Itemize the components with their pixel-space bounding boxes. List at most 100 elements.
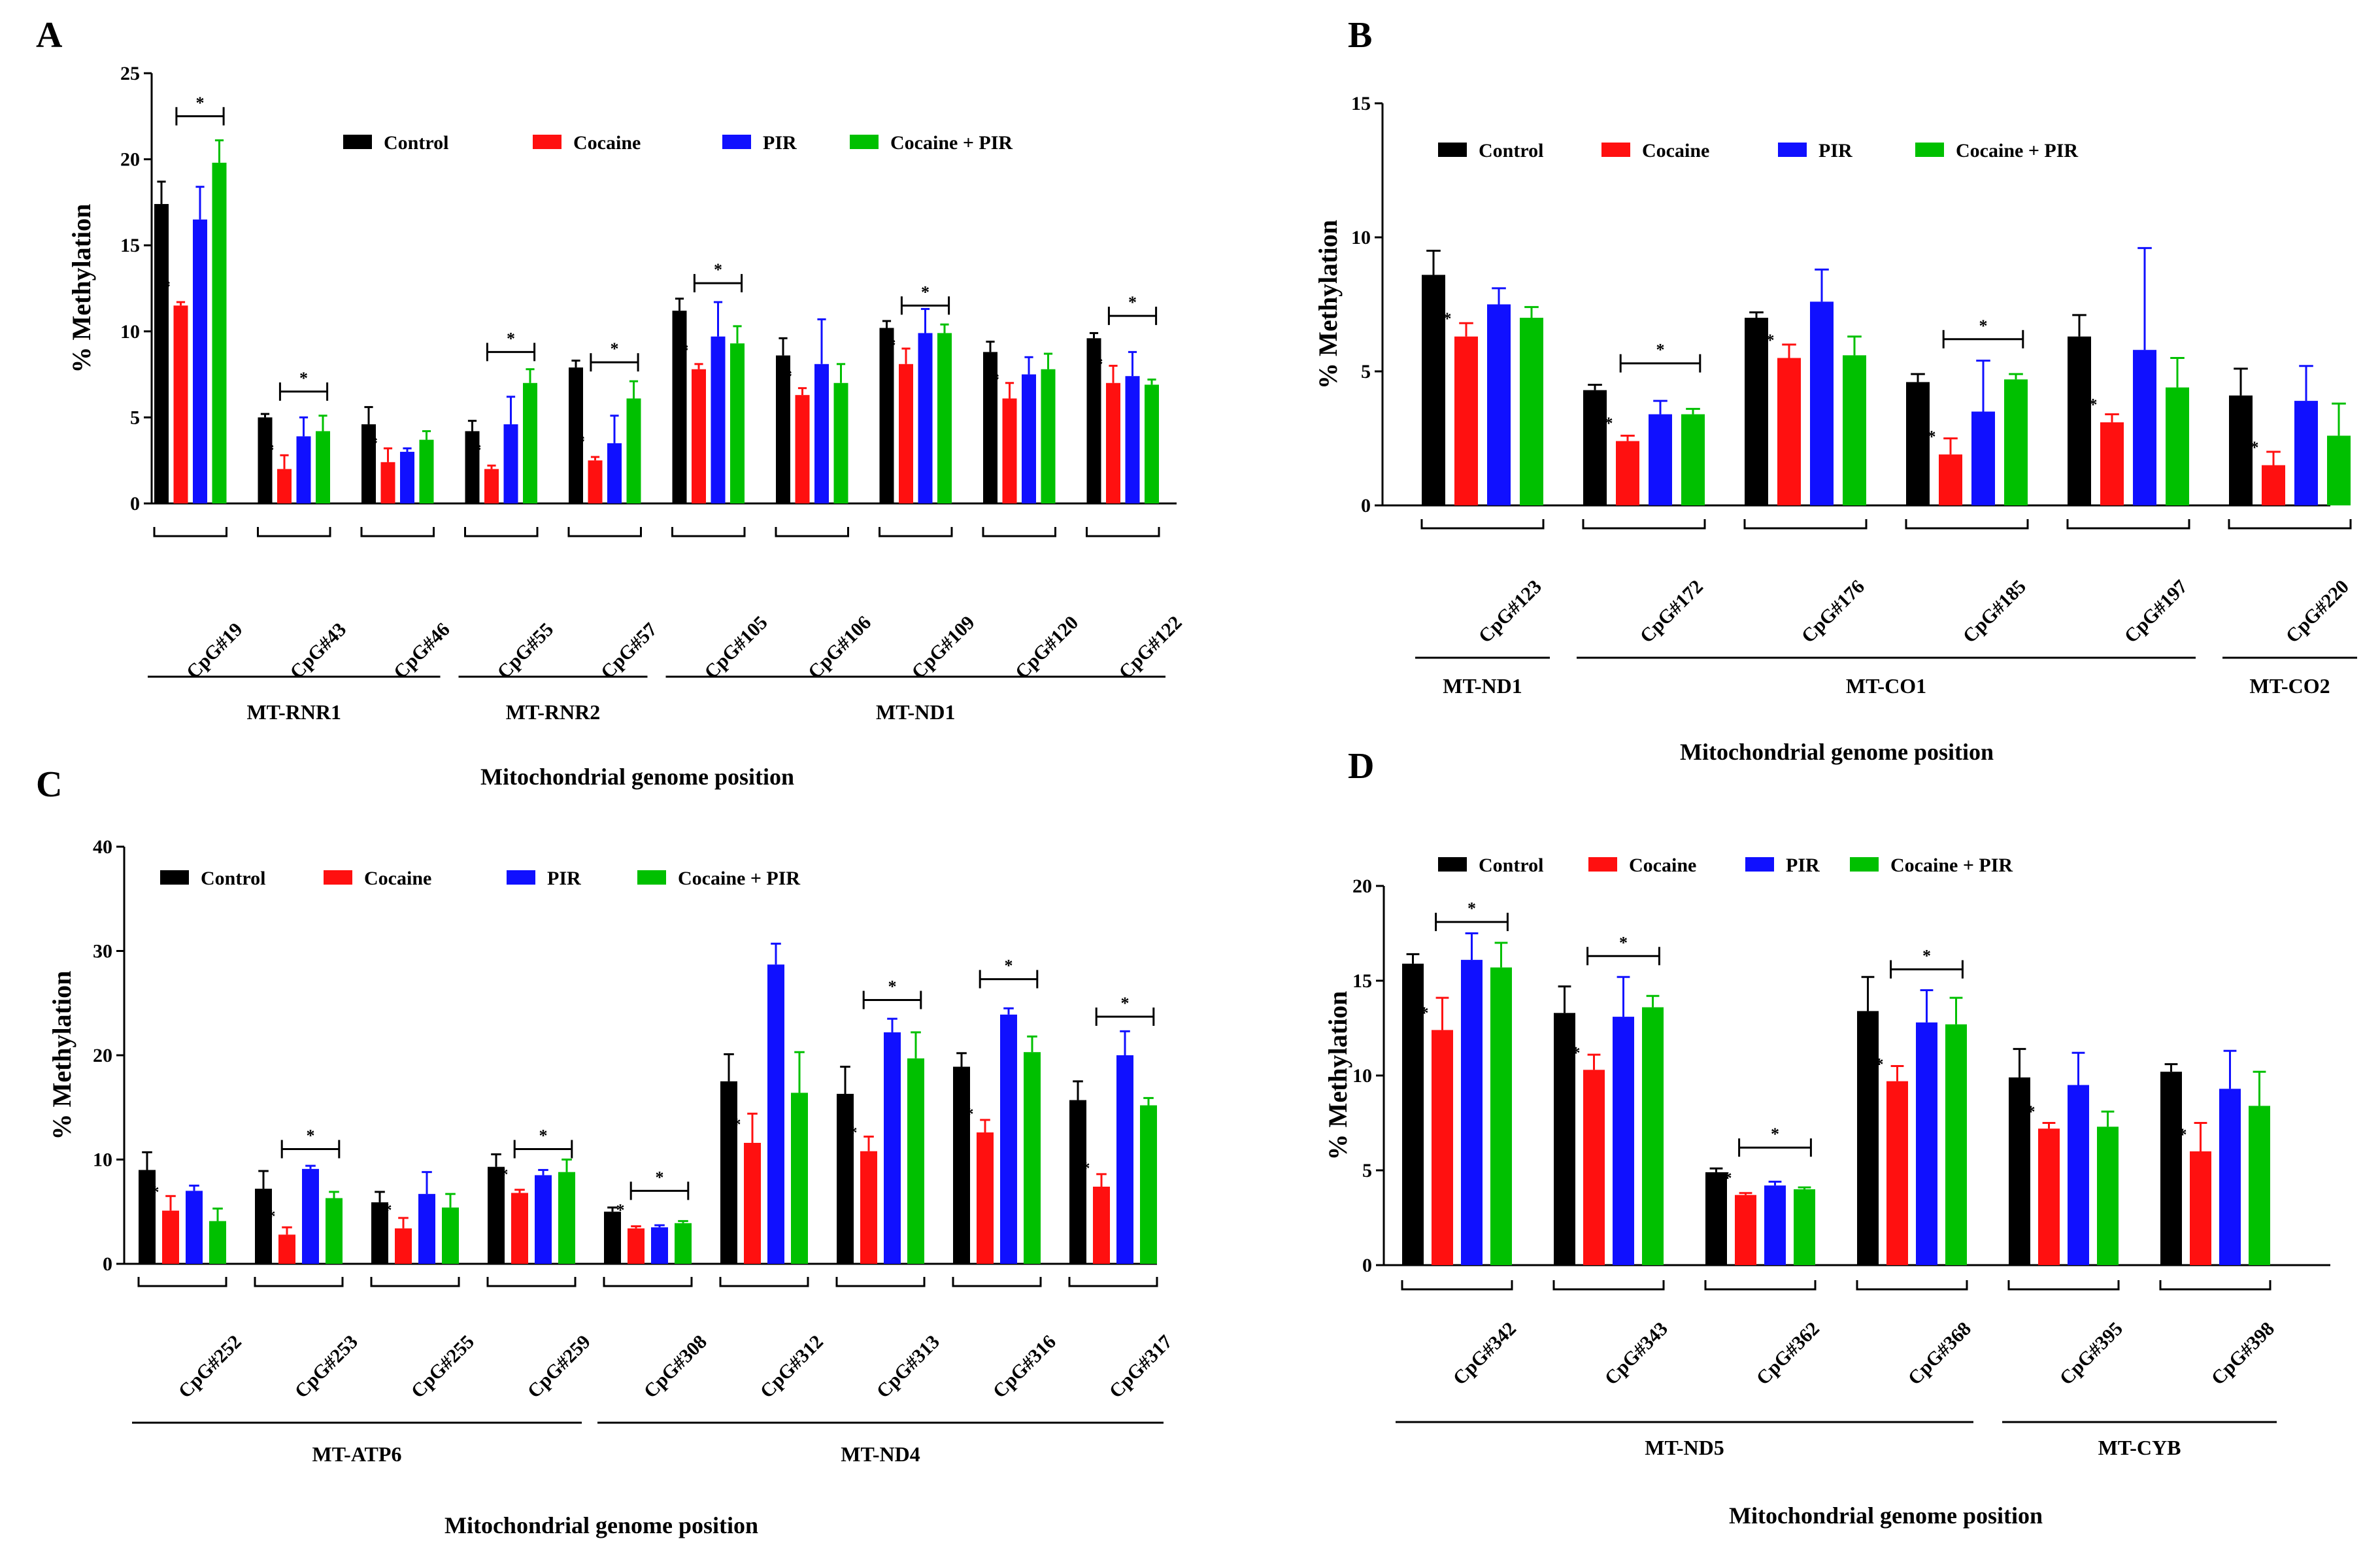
- x-tick-label: CpG#57: [597, 619, 662, 683]
- category-bracket: [2066, 519, 2190, 530]
- bar-cpg122-0: [1086, 338, 1101, 503]
- bar-cpg343-1: [1583, 1070, 1605, 1265]
- significance-star: *: [266, 441, 275, 460]
- x-tick-label: CpG#343: [1601, 1318, 1672, 1389]
- bracket-star: *: [1979, 316, 1988, 335]
- bar-cpg398-0: [2160, 1072, 2182, 1265]
- bar-cpg253-1: [278, 1234, 295, 1264]
- gene-label: MT-CO1: [1846, 674, 1926, 698]
- bar-cpg172-1: [1616, 441, 1639, 505]
- bracket-star: *: [1128, 293, 1137, 312]
- x-axis-title: Mitochondrial genome position: [1729, 1502, 2043, 1529]
- legend-swatch: [850, 135, 879, 149]
- bar-cpg19-1: [173, 305, 188, 503]
- gene-label: MT-ND1: [876, 700, 955, 724]
- panel-c: C 0 10 20 30 40 % Methylation * * * * * * * * * * * * * * * Cp…: [36, 764, 1177, 1538]
- bar-cpg316-1: [977, 1132, 994, 1264]
- significance-bracket: *: [278, 369, 329, 401]
- y-tick-label: 15: [1352, 970, 1372, 992]
- legend-label: Cocaine: [364, 868, 431, 889]
- bracket-star: *: [714, 260, 722, 279]
- bar-cpg57-2: [607, 443, 622, 503]
- bar-cpg120-1: [1002, 398, 1017, 503]
- category-bracket: [835, 1277, 926, 1287]
- significance-bracket: *: [1619, 341, 1701, 373]
- category-bracket: [137, 1277, 227, 1287]
- significance-star: *: [577, 432, 585, 451]
- significance-star: *: [733, 1115, 741, 1134]
- bracket-star: *: [921, 282, 930, 301]
- bar-cpg398-1: [2190, 1151, 2211, 1265]
- significance-star: *: [2251, 438, 2259, 457]
- bar-cpg185-0: [1906, 382, 1930, 505]
- gene-label: MT-RNR2: [506, 700, 601, 724]
- y-tick-label: 15: [1351, 93, 1371, 114]
- category-bracket: [879, 527, 953, 537]
- y-tick-label: 30: [93, 941, 112, 962]
- bar-cpg395-1: [2038, 1128, 2060, 1265]
- bar-cpg172-2: [1649, 414, 1672, 505]
- legend-label: Cocaine + PIR: [678, 868, 800, 889]
- y-tick-label: 10: [120, 321, 140, 343]
- y-tick-label: 0: [1361, 495, 1371, 517]
- x-tick-label: CpG#43: [286, 619, 350, 683]
- bar-cpg46-1: [380, 462, 395, 503]
- bar-cpg255-3: [442, 1207, 459, 1264]
- bar-cpg362-0: [1705, 1172, 1727, 1265]
- bar-cpg55-1: [484, 469, 499, 503]
- legend: Control Cocaine PIR Cocaine + PIR: [343, 132, 1013, 154]
- panel-a: A 0 5 10 15 20 25 % Methylation * * * * * * * * * * * * * * * *…: [36, 15, 1186, 790]
- legend-swatch: [324, 870, 352, 885]
- bar-cpg46-0: [361, 424, 376, 503]
- panel-letter: C: [36, 764, 62, 805]
- bar-cpg43-0: [258, 417, 273, 503]
- bar-cpg185-1: [1939, 454, 1962, 505]
- legend-label: PIR: [1786, 855, 1820, 876]
- bar-cpg317-2: [1116, 1055, 1133, 1264]
- bar-cpg172-3: [1681, 414, 1705, 505]
- bar-cpg46-3: [419, 439, 434, 503]
- bar-cpg316-0: [953, 1066, 970, 1264]
- bar-cpg122-2: [1125, 376, 1140, 503]
- bar-cpg46-2: [400, 452, 414, 503]
- category-bracket: [257, 527, 331, 537]
- legend-label: PIR: [547, 868, 581, 889]
- bar-cpg106-1: [795, 395, 810, 503]
- legend-swatch: [1438, 143, 1467, 157]
- bar-cpg395-0: [2009, 1077, 2030, 1265]
- significance-star: *: [965, 1105, 974, 1124]
- legend-label: PIR: [763, 132, 797, 154]
- bar-cpg176-2: [1810, 301, 1834, 505]
- x-tick-label: CpG#106: [804, 612, 875, 683]
- gene-label: MT-CO2: [2249, 674, 2330, 698]
- significance-star: *: [1082, 1159, 1090, 1178]
- category-bracket: [1068, 1277, 1158, 1287]
- bar-cpg220-2: [2294, 401, 2318, 505]
- bar-cpg176-3: [1843, 355, 1866, 505]
- legend-swatch: [1745, 857, 1774, 872]
- x-tick-label: CpG#109: [907, 612, 979, 683]
- significance-bracket: *: [486, 329, 536, 362]
- significance-star: *: [2027, 1102, 2036, 1121]
- bracket-star: *: [1467, 899, 1476, 918]
- category-bracket: [567, 527, 642, 537]
- significance-star: *: [1928, 428, 1936, 447]
- bar-cpg312-3: [791, 1093, 808, 1264]
- legend: Control Cocaine PIR Cocaine + PIR: [160, 868, 800, 889]
- category-bracket: [2228, 519, 2352, 530]
- significance-star: *: [1572, 1043, 1581, 1062]
- bar-cpg308-3: [675, 1223, 692, 1264]
- bar-cpg259-3: [558, 1172, 575, 1264]
- legend-swatch: [1778, 143, 1807, 157]
- bar-cpg55-3: [523, 382, 537, 503]
- x-tick-label: CpG#342: [1449, 1318, 1520, 1389]
- panel-letter: B: [1348, 15, 1372, 56]
- significance-bracket: *: [1107, 293, 1158, 326]
- category-bracket: [952, 1277, 1042, 1287]
- x-tick-label: CpG#123: [1475, 576, 1546, 647]
- bar-cpg105-3: [730, 343, 745, 503]
- bar-cpg259-2: [535, 1175, 552, 1264]
- bar-cpg312-0: [720, 1081, 737, 1264]
- bar-cpg185-2: [1971, 411, 1995, 505]
- bar-cpg197-3: [2166, 387, 2189, 505]
